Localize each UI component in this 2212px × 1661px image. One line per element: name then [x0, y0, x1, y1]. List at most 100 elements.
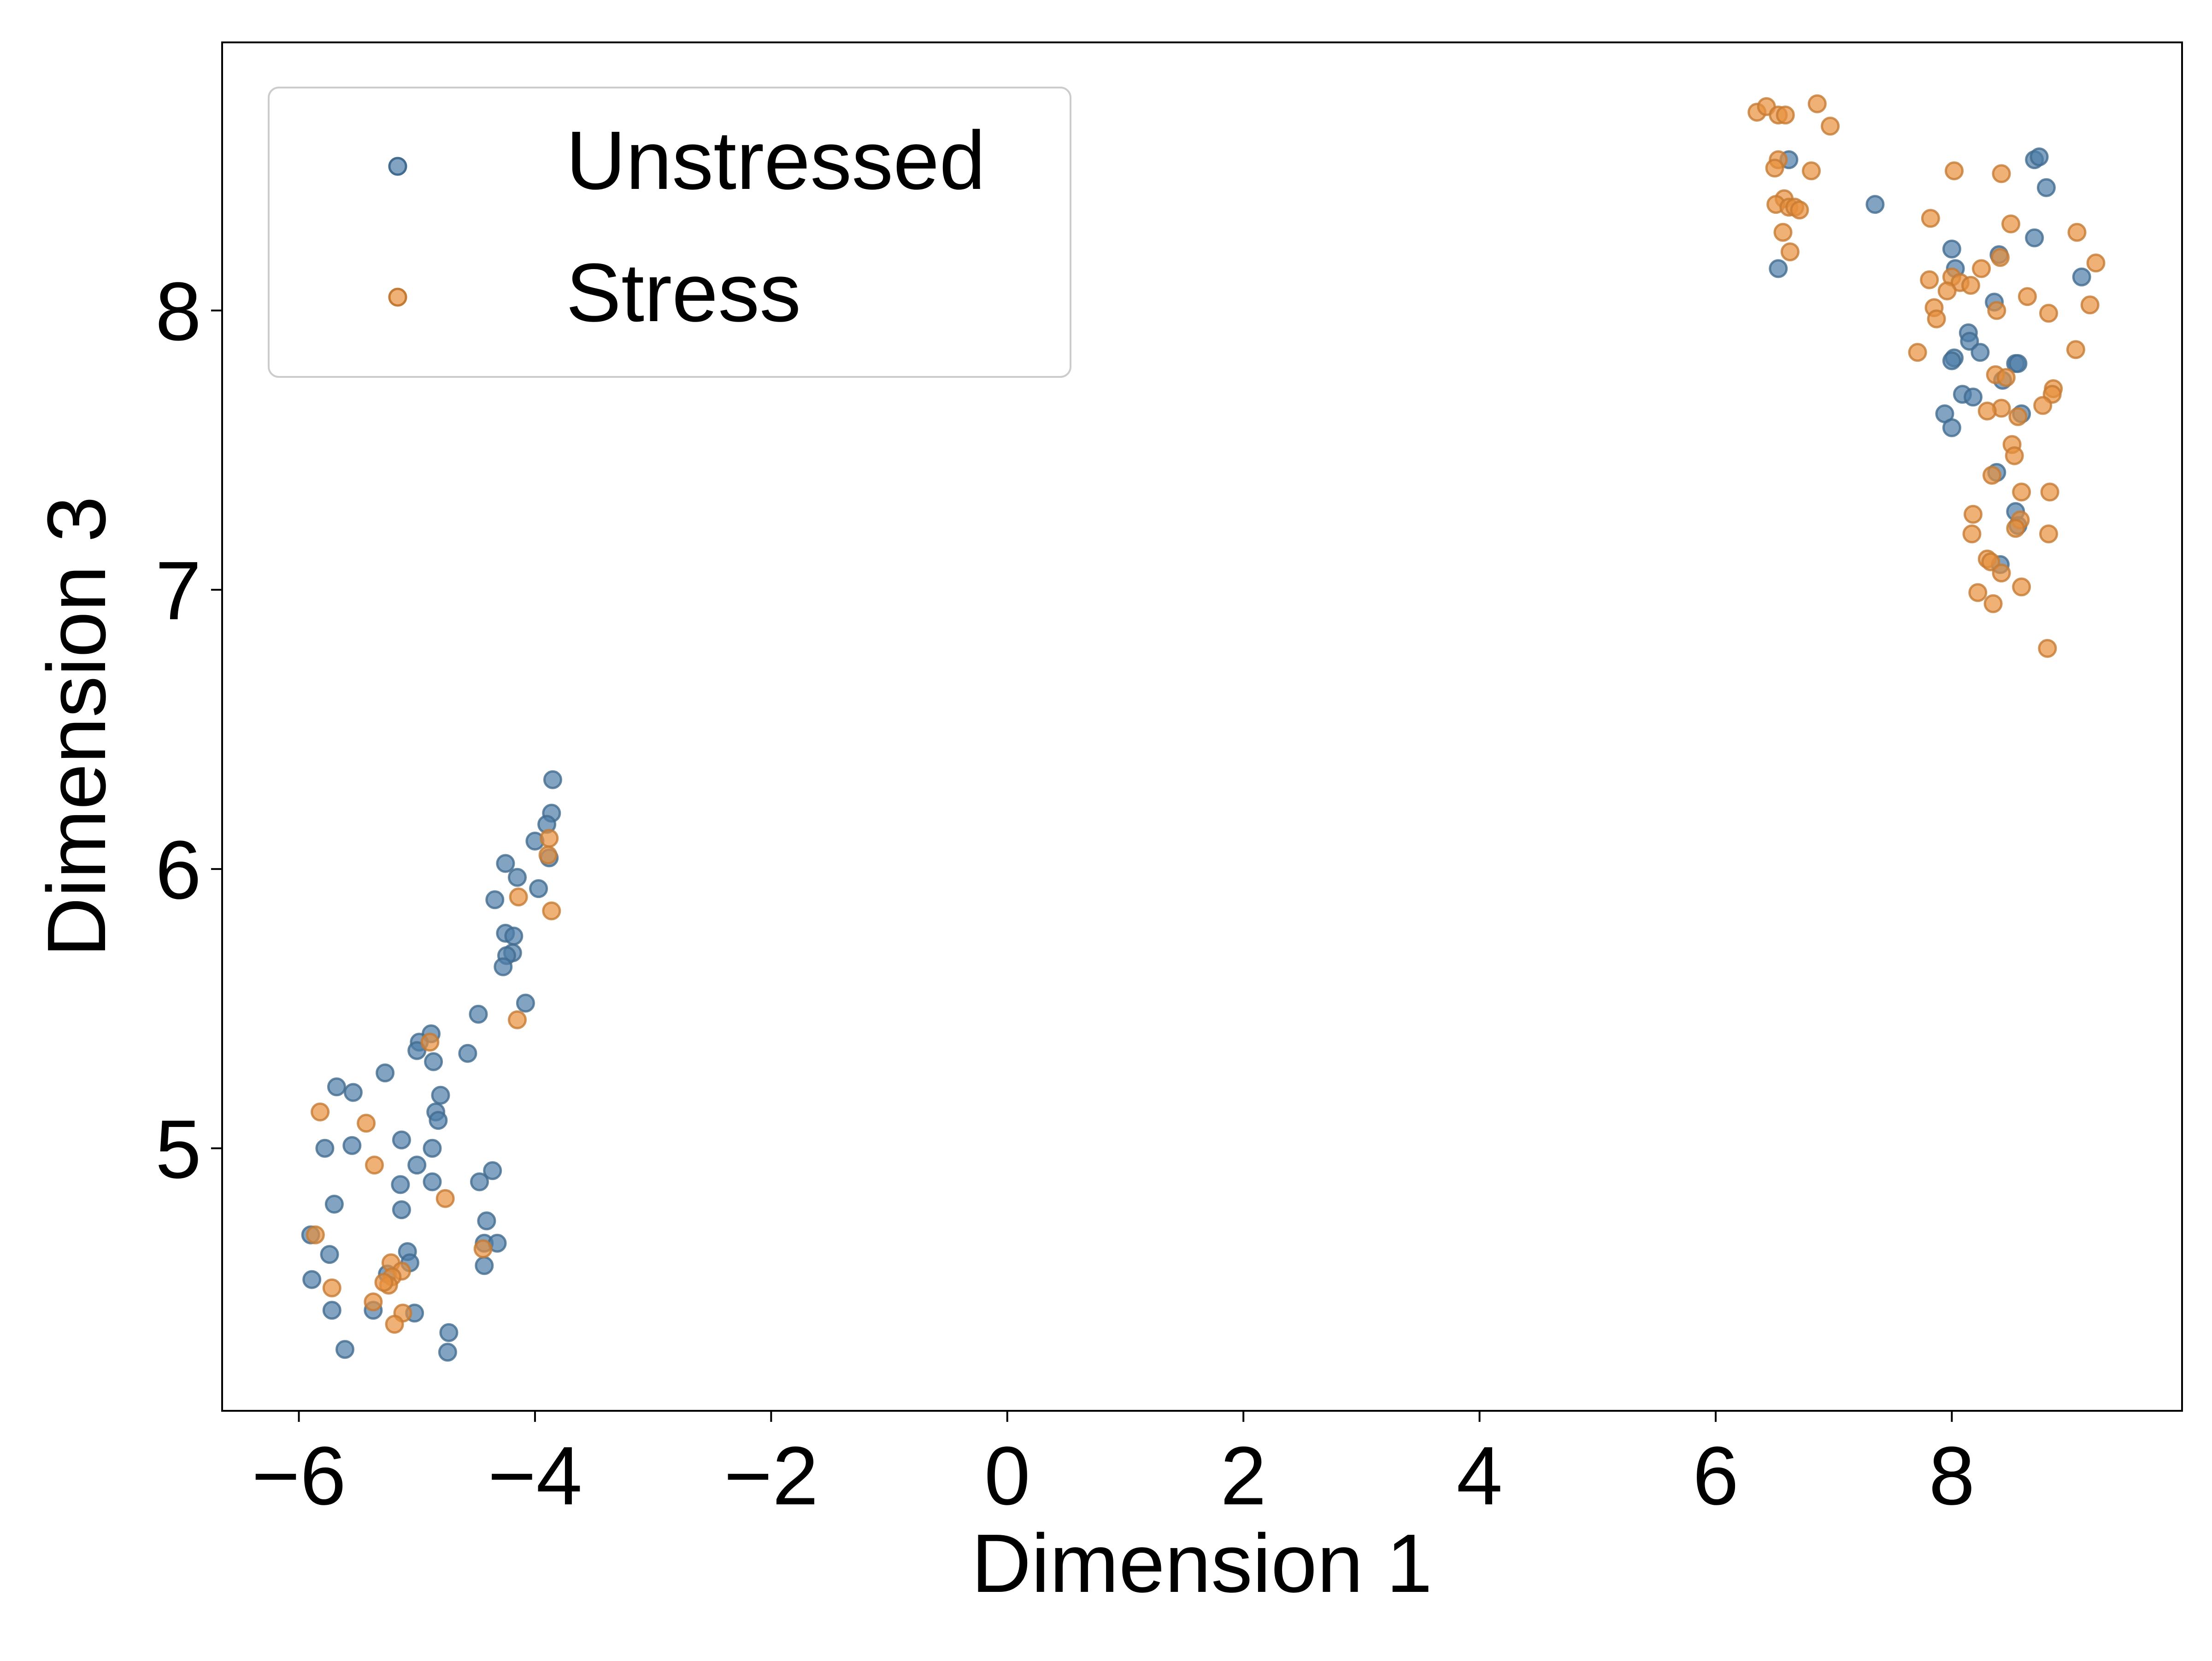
point-unstressed-21 — [376, 1063, 395, 1083]
point-unstressed-34 — [423, 1172, 442, 1191]
point-unstressed-19 — [407, 1041, 427, 1060]
point-stress-11 — [473, 1239, 493, 1258]
point-stress-41 — [2067, 223, 2087, 242]
point-stress-40 — [2001, 214, 2020, 234]
point-unstressed-29 — [342, 1136, 362, 1155]
point-unstressed-38 — [477, 1211, 496, 1231]
point-unstressed-8 — [485, 890, 505, 910]
point-stress-55 — [1927, 309, 1946, 329]
point-unstressed-16 — [458, 1044, 477, 1063]
legend: Unstressed Stress — [268, 87, 1071, 378]
point-unstressed-43 — [320, 1245, 339, 1264]
point-stress-77 — [1981, 552, 2000, 571]
legend-marker-unstressed — [388, 157, 407, 176]
y-axis-label: Dimension 3 — [30, 496, 123, 957]
point-stress-8 — [365, 1156, 384, 1175]
point-stress-80 — [2012, 577, 2031, 597]
legend-label-unstressed: Unstressed — [566, 114, 985, 207]
point-stress-39 — [1921, 209, 1940, 228]
y-axis-ticks: 5 6 7 8 — [155, 265, 222, 1196]
point-stress-25 — [1807, 94, 1827, 113]
point-unstressed-26 — [429, 1111, 448, 1130]
point-stress-26 — [1821, 117, 1840, 136]
point-unstressed-7 — [496, 854, 515, 873]
point-stress-82 — [2038, 639, 2057, 658]
point-stress-51 — [2080, 295, 2100, 315]
point-stress-64 — [1977, 401, 1997, 421]
point-stress-16 — [374, 1273, 394, 1292]
point-unstressed-5 — [529, 879, 548, 898]
point-stress-70 — [2040, 482, 2059, 502]
point-unstressed-64 — [2072, 267, 2091, 287]
point-unstressed-30 — [315, 1139, 335, 1158]
point-unstressed-33 — [470, 1172, 489, 1191]
point-stress-50 — [2018, 287, 2037, 306]
point-unstressed-48 — [322, 1301, 341, 1320]
point-unstressed-78 — [1942, 418, 1961, 437]
x-tick-label: −6 — [252, 1430, 346, 1522]
point-unstressed-59 — [2036, 178, 2056, 197]
legend-box — [268, 87, 1071, 378]
point-stress-69 — [2012, 482, 2031, 502]
point-unstressed-72 — [2008, 354, 2028, 373]
point-stress-48 — [1961, 276, 1980, 295]
point-unstressed-13 — [494, 957, 513, 976]
point-stress-68 — [1983, 466, 2001, 485]
x-tick-label: −2 — [724, 1430, 818, 1522]
legend-label-stress: Stress — [566, 247, 801, 339]
point-unstressed-56 — [1769, 259, 1788, 278]
point-stress-73 — [2006, 519, 2025, 538]
x-axis-ticks: −6 −4 −2 0 2 4 6 8 — [252, 1411, 1975, 1522]
point-stress-71 — [1964, 505, 1983, 524]
point-unstressed-22 — [327, 1077, 346, 1097]
point-stress-10 — [306, 1225, 325, 1244]
point-stress-3 — [542, 901, 561, 921]
point-stress-44 — [1972, 259, 1991, 278]
point-unstressed-45 — [475, 1256, 494, 1275]
point-unstressed-68 — [1971, 343, 1990, 362]
point-stress-43 — [2086, 253, 2106, 273]
point-stress-1 — [538, 845, 558, 865]
point-stress-4 — [508, 1010, 527, 1029]
x-tick-label: 2 — [1220, 1430, 1266, 1522]
point-unstressed-60 — [2025, 228, 2044, 247]
point-unstressed-20 — [424, 1052, 443, 1071]
point-unstressed-36 — [324, 1195, 344, 1214]
point-stress-78 — [1992, 563, 2011, 583]
y-tick-label: 5 — [155, 1103, 201, 1196]
point-unstressed-15 — [469, 1004, 488, 1024]
point-unstressed-67 — [1960, 332, 1979, 351]
point-stress-54 — [2039, 304, 2058, 323]
point-stress-17 — [322, 1278, 341, 1297]
point-stress-42 — [1990, 248, 2010, 267]
plot-frame — [221, 41, 2183, 1412]
x-tick-label: 0 — [984, 1430, 1030, 1522]
x-tick-label: 8 — [1929, 1430, 1975, 1522]
point-stress-62 — [2033, 396, 2053, 415]
legend-marker-stress — [388, 288, 407, 307]
point-stress-79 — [1968, 583, 1988, 602]
point-stress-74 — [1962, 524, 1982, 544]
point-unstressed-58 — [2030, 147, 2049, 166]
point-unstressed-70 — [1942, 351, 1961, 370]
point-stress-0 — [540, 828, 559, 848]
point-stress-75 — [2039, 524, 2058, 544]
point-unstressed-61 — [1942, 240, 1961, 258]
point-stress-18 — [364, 1292, 383, 1312]
point-unstressed-75 — [1964, 387, 1983, 407]
point-stress-53 — [1987, 301, 2006, 320]
point-stress-34 — [1790, 200, 1809, 220]
x-tick-label: 4 — [1457, 1430, 1503, 1522]
point-unstressed-0 — [543, 770, 562, 789]
point-unstressed-14 — [516, 993, 535, 1013]
point-stress-35 — [1773, 223, 1793, 242]
point-unstressed-32 — [483, 1161, 502, 1180]
point-unstressed-55 — [1865, 195, 1885, 214]
x-axis-label: Dimension 1 — [971, 1517, 1432, 1610]
x-tick-label: −4 — [488, 1430, 582, 1522]
point-stress-49 — [1937, 281, 1957, 300]
point-stress-2 — [509, 887, 528, 907]
point-unstressed-27 — [392, 1130, 411, 1150]
